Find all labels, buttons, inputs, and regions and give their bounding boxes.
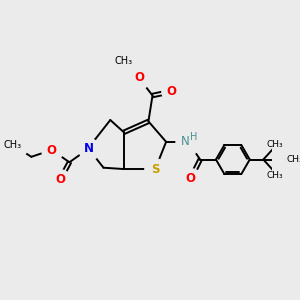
Text: N: N [83, 142, 94, 155]
Text: CH₃: CH₃ [267, 140, 284, 148]
Text: O: O [186, 172, 196, 185]
Text: H: H [190, 132, 198, 142]
Text: S: S [151, 163, 160, 176]
Text: O: O [167, 85, 177, 98]
Text: N: N [182, 135, 190, 148]
Text: CH₃: CH₃ [115, 56, 133, 67]
Text: O: O [55, 173, 65, 187]
Text: CH₃: CH₃ [3, 140, 21, 150]
Text: O: O [134, 71, 144, 84]
Text: CH₃: CH₃ [286, 155, 300, 164]
Text: O: O [47, 143, 57, 157]
Text: CH₃: CH₃ [267, 171, 284, 180]
